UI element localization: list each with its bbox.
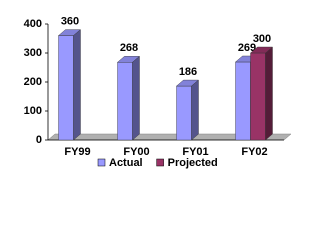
y-tick-label: 0 [36, 134, 42, 146]
bar [249, 46, 274, 141]
x-tick-label: FY00 [123, 146, 149, 158]
data-label: 186 [179, 66, 197, 78]
chart: 0 100 200 300 400 FY99 360 FY00 268 FY01 186 FY02 26… [24, 16, 292, 169]
legend-label: Projected [168, 157, 218, 169]
bar-front [235, 61, 251, 141]
bar-front [117, 62, 133, 141]
legend-label: Actual [109, 157, 143, 169]
data-label: 268 [120, 42, 138, 54]
bar [116, 55, 141, 141]
y-tick-label: 300 [24, 47, 42, 59]
bar-front [58, 35, 74, 141]
bar-side [132, 55, 140, 141]
y-tick-label: 200 [24, 76, 42, 88]
data-label: 269 [238, 42, 256, 54]
y-tick-label: 100 [24, 105, 42, 117]
bar-front [176, 85, 192, 141]
y-tick-label: 400 [24, 18, 42, 30]
x-tick-label: FY01 [182, 146, 208, 158]
bar-side [73, 29, 81, 141]
data-label: 300 [253, 33, 271, 45]
bar-side [265, 46, 273, 141]
bar [175, 79, 200, 141]
x-tick-label: FY99 [64, 146, 90, 158]
bar-side [191, 79, 199, 141]
legend-swatch [156, 158, 164, 167]
bar-front [250, 52, 266, 141]
x-tick-label: FY02 [241, 146, 267, 158]
bar [57, 29, 82, 141]
legend-swatch [97, 158, 106, 167]
data-label: 360 [61, 16, 79, 28]
